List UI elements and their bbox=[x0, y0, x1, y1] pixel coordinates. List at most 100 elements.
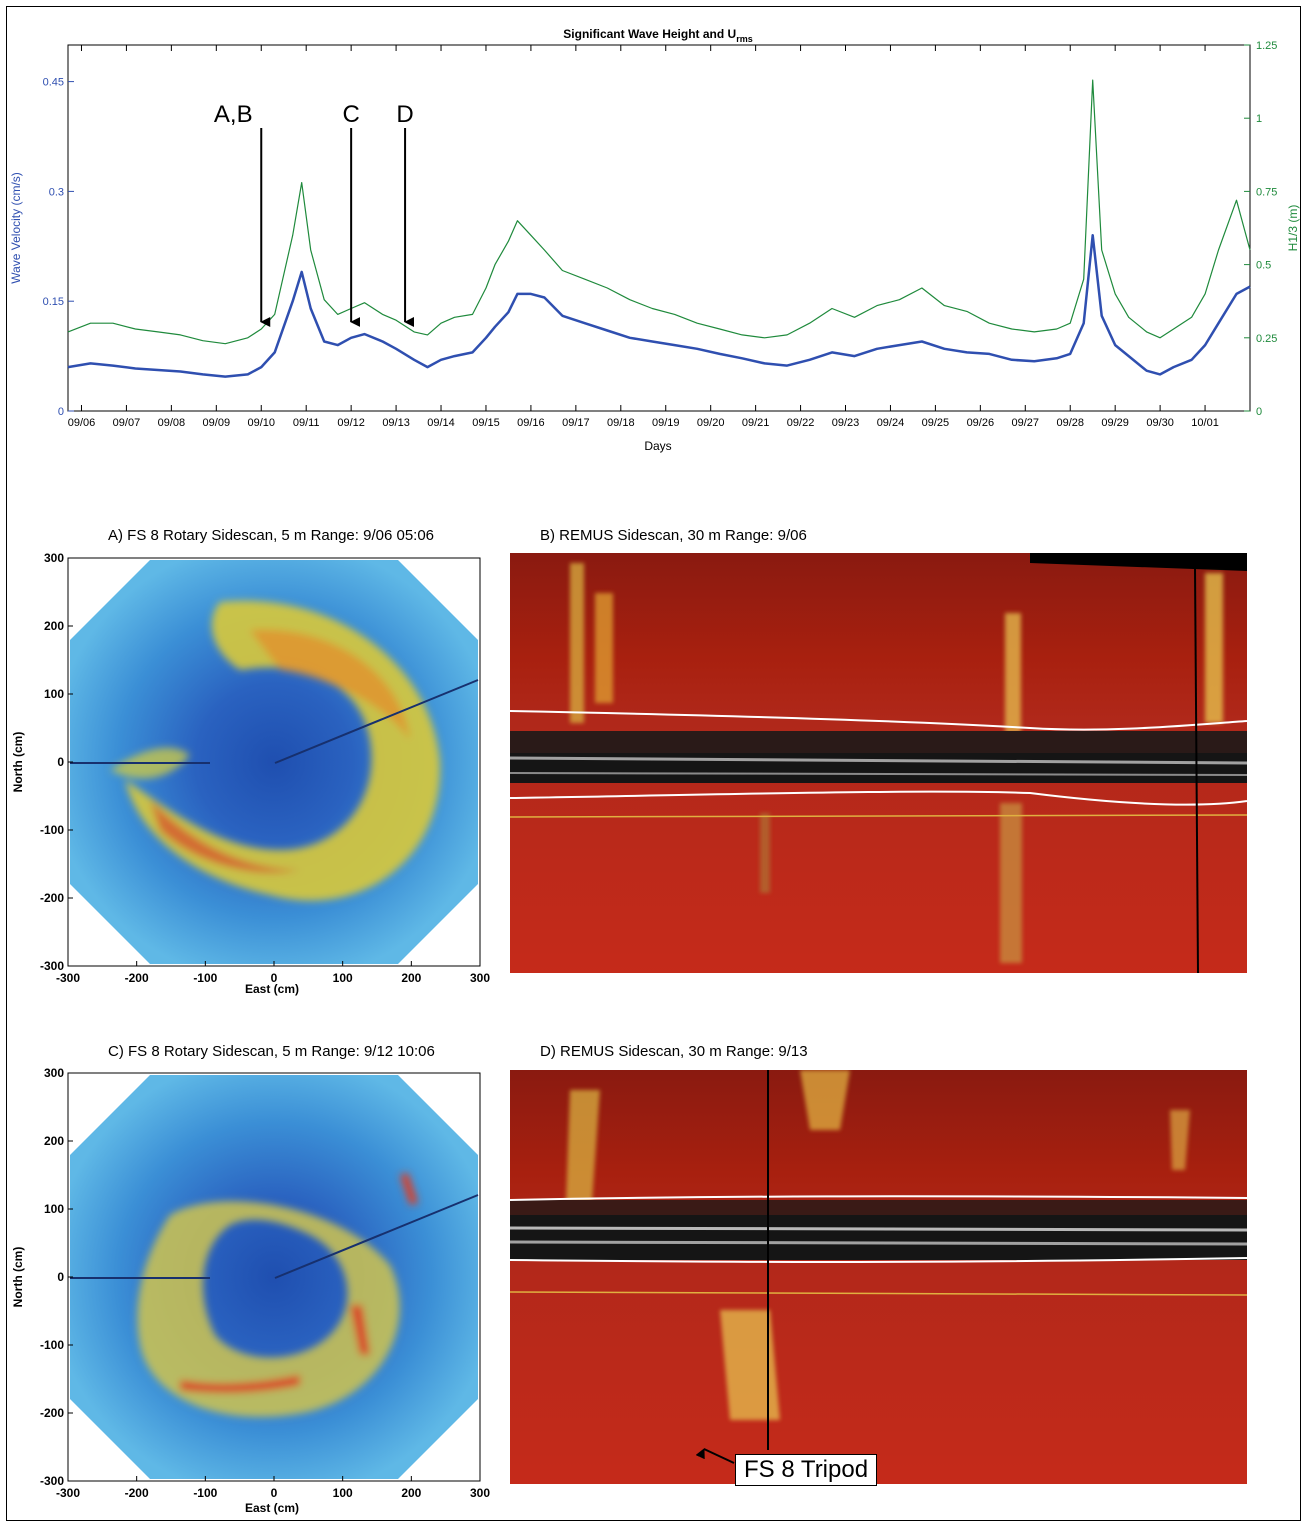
panel-d-title: D) REMUS Sidescan, 30 m Range: 9/13 bbox=[540, 1043, 808, 1060]
panel-y-tick-label: -300 bbox=[40, 1474, 64, 1488]
panel-a-rotary-sidescan: -300 -200 -100 0 100 200 300 300 200 100 0 -100 -200… bbox=[11, 551, 490, 996]
panel-a-title: A) FS 8 Rotary Sidescan, 5 m Range: 9/06… bbox=[108, 527, 435, 544]
left-y-tick-label: 0.45 bbox=[43, 77, 64, 89]
panel-d-remus-sidescan bbox=[510, 1070, 1248, 1484]
x-tick-label: 09/24 bbox=[877, 417, 905, 429]
x-tick-label: 09/14 bbox=[427, 417, 455, 429]
panel-d-bright-streaks bbox=[565, 1070, 1190, 1420]
fs8-tripod-callout: FS 8 Tripod bbox=[735, 1454, 878, 1486]
panel-y-tick-label: 0 bbox=[57, 755, 64, 769]
annotation-label: C bbox=[342, 101, 359, 128]
x-tick-label: 09/28 bbox=[1056, 417, 1084, 429]
panel-y-tick-label: 200 bbox=[44, 1134, 64, 1148]
x-tick-label: 09/30 bbox=[1146, 417, 1174, 429]
panel-y-tick-label: 100 bbox=[44, 687, 64, 701]
panel-y-tick-label: -200 bbox=[40, 891, 64, 905]
panel-b-no-data bbox=[1030, 553, 1247, 571]
left-y-tick-label: 0 bbox=[58, 406, 64, 418]
panel-b-bright-streaks bbox=[570, 563, 1223, 963]
left-y-tick-label: 0.3 bbox=[49, 186, 64, 198]
x-tick-label: 09/19 bbox=[652, 417, 680, 429]
right-y-tick-label: 0 bbox=[1256, 406, 1262, 418]
panel-x-tick-label: -100 bbox=[193, 1486, 217, 1500]
panel-b-yellow-line bbox=[510, 814, 1248, 818]
x-tick-label: 09/13 bbox=[382, 417, 410, 429]
panel-b-title: B) REMUS Sidescan, 30 m Range: 9/06 bbox=[540, 527, 807, 544]
panel-y-tick-label: 300 bbox=[44, 551, 64, 565]
panel-x-tick-label: 100 bbox=[333, 1486, 353, 1500]
panel-d-callout-arrow bbox=[695, 1448, 735, 1464]
panel-x-tick-label: 0 bbox=[271, 1486, 278, 1500]
left-y-axis-label: Wave Velocity (cm/s) bbox=[9, 172, 23, 284]
left-y-tick-label: 0.15 bbox=[43, 296, 64, 308]
x-tick-label: 09/10 bbox=[247, 417, 275, 429]
panel-x-tick-label: -300 bbox=[56, 971, 80, 985]
panel-a-shadow-line-2 bbox=[274, 679, 479, 764]
panel-b-water-column bbox=[510, 731, 1247, 753]
x-tick-label: 09/11 bbox=[293, 417, 320, 429]
panel-x-tick-label: -200 bbox=[125, 1486, 149, 1500]
right-y-tick-label: 1 bbox=[1256, 113, 1262, 125]
series-line-h13 bbox=[67, 79, 1251, 345]
x-tick-label: 09/18 bbox=[607, 417, 635, 429]
panel-c-title: C) FS 8 Rotary Sidescan, 5 m Range: 9/12… bbox=[108, 1043, 435, 1060]
x-tick-label: 09/27 bbox=[1012, 417, 1040, 429]
panel-y-tick-label: 300 bbox=[44, 1066, 64, 1080]
figure-frame bbox=[6, 6, 1301, 1521]
panel-b-vertical-line bbox=[1194, 567, 1199, 973]
panel-y-tick-label: -300 bbox=[40, 959, 64, 973]
x-tick-label: 09/29 bbox=[1101, 417, 1129, 429]
panel-c-rotary-sidescan: -300 -200 -100 0 100 200 300 300 200 100 0 -100 -200… bbox=[11, 1066, 490, 1515]
panel-x-tick-label: -200 bbox=[125, 971, 149, 985]
panel-y-tick-label: 0 bbox=[57, 1270, 64, 1284]
right-y-axis-label: H1/3 (m) bbox=[1286, 205, 1300, 252]
panel-d-water-column bbox=[510, 1200, 1247, 1215]
chart-title: Significant Wave Height and Urms bbox=[563, 27, 752, 44]
x-tick-label: 09/17 bbox=[562, 417, 590, 429]
panel-c-ylabel: North (cm) bbox=[11, 1247, 25, 1308]
left-y-axis: 0 0.15 0.3 0.45 bbox=[43, 77, 74, 418]
panel-x-tick-label: 200 bbox=[401, 1486, 421, 1500]
x-tick-label: 09/26 bbox=[967, 417, 995, 429]
x-tick-label: 09/22 bbox=[787, 417, 815, 429]
x-tick-label: 09/20 bbox=[697, 417, 725, 429]
panel-y-tick-label: -100 bbox=[40, 823, 64, 837]
panel-d-yellow-line bbox=[510, 1291, 1248, 1296]
panel-y-tick-label: 200 bbox=[44, 619, 64, 633]
panel-x-tick-label: 0 bbox=[271, 971, 278, 985]
right-y-tick-label: 0.75 bbox=[1256, 186, 1277, 198]
x-tick-label: 09/06 bbox=[68, 417, 96, 429]
panel-c-shadow-line-2 bbox=[274, 1194, 479, 1279]
x-tick-label: 10/01 bbox=[1191, 417, 1219, 429]
annotation-label: D bbox=[396, 101, 413, 128]
panel-b-nadir-traces bbox=[510, 710, 1248, 806]
panel-y-tick-label: 100 bbox=[44, 1202, 64, 1216]
x-tick-label: 09/07 bbox=[113, 417, 141, 429]
x-tick-label: 09/16 bbox=[517, 417, 545, 429]
right-y-tick-label: 0.5 bbox=[1256, 260, 1271, 272]
panel-b-remus-sidescan bbox=[510, 553, 1248, 973]
wave-height-chart: Significant Wave Height and Urms 09/06 09… bbox=[9, 27, 1300, 453]
x-axis-label: Days bbox=[644, 439, 671, 453]
panel-c-scour-ring bbox=[137, 1173, 418, 1417]
x-axis: 09/06 09/07 09/08 09/09 09/10 09/11 09/12 09/13… bbox=[68, 45, 1219, 429]
panel-y-tick-label: -100 bbox=[40, 1338, 64, 1352]
panel-a-xlabel: East (cm) bbox=[245, 982, 299, 996]
panel-x-tick-label: 200 bbox=[401, 971, 421, 985]
panel-x-tick-label: 100 bbox=[333, 971, 353, 985]
x-tick-label: 09/21 bbox=[742, 417, 770, 429]
series-line-wave-velocity bbox=[67, 234, 1251, 378]
x-tick-label: 09/09 bbox=[203, 417, 231, 429]
x-tick-label: 09/15 bbox=[472, 417, 500, 429]
right-y-tick-label: 0.25 bbox=[1256, 333, 1277, 345]
x-tick-label: 09/08 bbox=[158, 417, 186, 429]
right-y-tick-label: 1.25 bbox=[1256, 40, 1277, 52]
panel-x-tick-label: 300 bbox=[470, 1486, 490, 1500]
x-tick-label: 09/25 bbox=[922, 417, 950, 429]
right-y-axis: 0 0.25 0.5 0.75 1 1.25 bbox=[1244, 40, 1277, 418]
panel-a-ylabel: North (cm) bbox=[11, 732, 25, 793]
annotation-label: A,B bbox=[214, 101, 253, 128]
x-tick-label: 09/12 bbox=[337, 417, 365, 429]
panel-x-tick-label: -300 bbox=[56, 1486, 80, 1500]
panel-d-nadir bbox=[510, 1215, 1247, 1260]
